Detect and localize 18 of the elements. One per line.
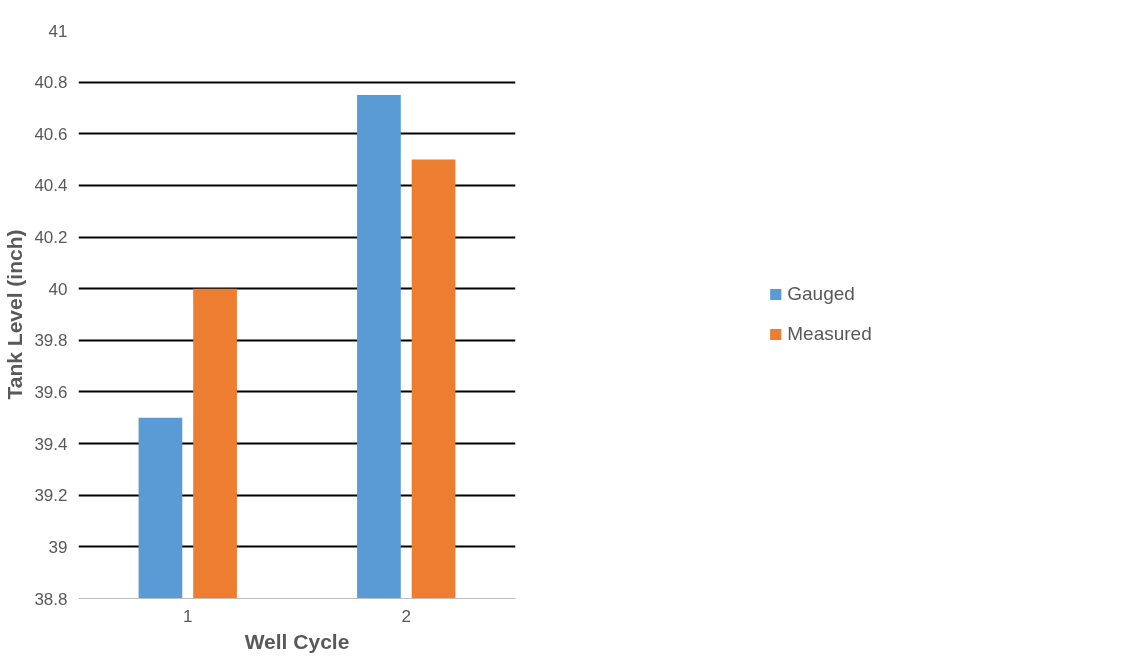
y-tick-label: 41	[48, 21, 68, 41]
legend-label: Gauged	[787, 283, 855, 305]
y-tick-label: 39.6	[34, 382, 68, 402]
x-tick-label: 2	[401, 606, 411, 626]
y-axis-title: Tank Level (inch)	[3, 229, 27, 400]
legend-label: Measured	[787, 323, 872, 345]
x-axis-title: Well Cycle	[244, 629, 350, 653]
y-tick-label: 40.6	[34, 124, 68, 144]
y-tick-label: 40.2	[34, 228, 68, 248]
y-tick-label: 40.8	[34, 73, 68, 93]
y-tick-label: 38.8	[34, 589, 68, 609]
x-tick-label: 1	[183, 606, 193, 626]
y-tick-label: 39.4	[34, 434, 68, 454]
y-tick-label: 39.8	[34, 331, 68, 351]
y-tick-label: 39.2	[34, 486, 68, 506]
y-tick-label: 40.4	[34, 176, 68, 196]
y-tick-label: 40	[48, 279, 68, 299]
y-tick-label: 39	[48, 537, 68, 557]
